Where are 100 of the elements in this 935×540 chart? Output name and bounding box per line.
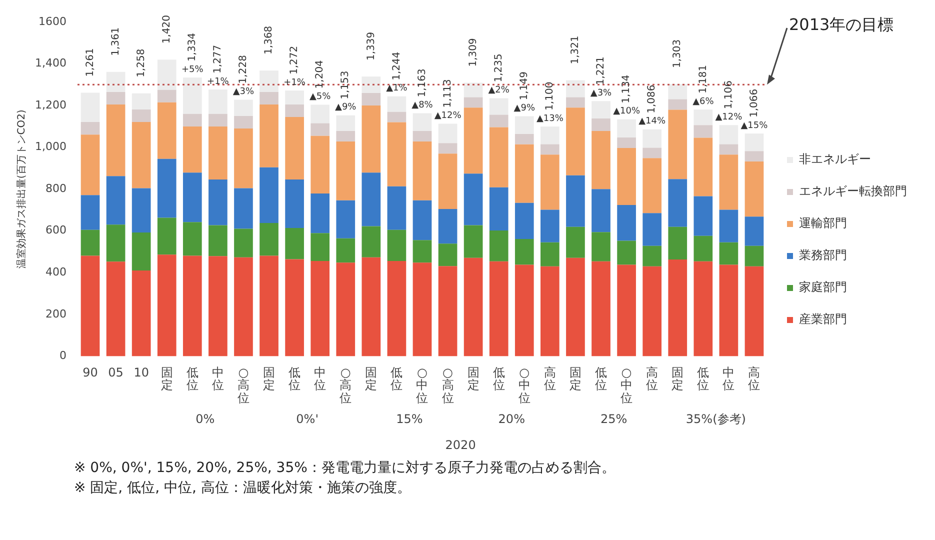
bar xyxy=(208,114,228,126)
bar xyxy=(208,126,228,180)
total-label: 1,258 xyxy=(136,48,147,78)
bar xyxy=(592,118,610,132)
annotation: ▲12% xyxy=(715,112,743,123)
bar xyxy=(106,72,126,92)
bar xyxy=(642,148,662,158)
total-label: 1,277 xyxy=(212,44,224,74)
bar xyxy=(566,226,585,258)
bar xyxy=(438,124,458,144)
legend-label: 運輸部門 xyxy=(799,216,847,230)
bar xyxy=(566,97,585,108)
bar xyxy=(285,259,304,356)
bar xyxy=(438,154,458,209)
y-tick-label: 1,000 xyxy=(34,140,66,154)
bar xyxy=(540,144,560,155)
bar xyxy=(592,189,610,232)
bar xyxy=(744,134,764,152)
text: 0% xyxy=(196,412,215,426)
bar xyxy=(208,225,228,256)
total-label: 1,113 xyxy=(442,79,454,108)
bar xyxy=(157,102,176,159)
bar xyxy=(362,76,381,94)
x-tick-label: 高位 xyxy=(748,366,760,392)
bar xyxy=(744,151,764,162)
bar xyxy=(157,90,176,102)
x-tick-label: 低位 xyxy=(595,366,608,392)
annotation: +5% xyxy=(181,64,204,75)
y-tick-label: 0 xyxy=(59,349,66,362)
total-label: 1,321 xyxy=(570,36,582,64)
bar xyxy=(668,99,688,110)
bar xyxy=(208,89,228,114)
bar xyxy=(412,240,432,263)
annotation: +1% xyxy=(207,76,230,87)
bar xyxy=(362,106,381,173)
bar xyxy=(132,122,151,188)
total-label: 1,339 xyxy=(366,32,377,61)
bar xyxy=(464,82,483,98)
bar xyxy=(540,154,560,210)
x-tick-label: 中位 xyxy=(212,366,224,392)
total-label: 1,100 xyxy=(544,82,556,110)
annotation: ▲12% xyxy=(434,111,462,122)
bar xyxy=(464,108,483,174)
bar xyxy=(617,204,636,241)
bar xyxy=(260,104,278,168)
bar xyxy=(592,261,610,356)
total-label: 1,309 xyxy=(468,38,479,67)
x-tick-label: 低位 xyxy=(492,366,505,392)
bar xyxy=(642,266,662,356)
bar xyxy=(310,260,330,356)
bar xyxy=(387,96,406,112)
total-label: 1,361 xyxy=(110,27,122,56)
x-tick-label: 05 xyxy=(108,366,124,380)
x-tick-label: 中位 xyxy=(722,366,735,392)
bar xyxy=(362,172,381,226)
bar xyxy=(106,176,126,225)
bar xyxy=(310,136,330,194)
bar xyxy=(489,98,508,115)
bar xyxy=(260,167,278,223)
x-tick-label: 10 xyxy=(134,366,149,380)
bar xyxy=(540,266,560,356)
bar xyxy=(362,257,381,356)
y-tick-label: 200 xyxy=(45,307,66,320)
bar xyxy=(336,200,356,238)
total-label: 1,334 xyxy=(187,32,198,62)
bar xyxy=(234,128,253,188)
bar xyxy=(387,122,406,186)
bar xyxy=(234,228,253,258)
bar xyxy=(106,224,126,262)
bar xyxy=(719,242,738,265)
x-tick-label: 低位 xyxy=(390,366,403,392)
bar xyxy=(694,236,713,262)
bar xyxy=(310,193,330,234)
text: 2020 xyxy=(445,438,476,452)
annotation: ▲2% xyxy=(488,86,510,96)
bar xyxy=(336,262,356,356)
x-tick-label: 高位 xyxy=(646,366,658,392)
bar xyxy=(132,188,151,233)
bar xyxy=(285,90,304,105)
bar xyxy=(387,230,406,261)
total-label: 1,228 xyxy=(238,55,250,84)
bar xyxy=(285,179,304,228)
bar xyxy=(464,174,483,226)
bar xyxy=(412,131,432,142)
y-axis-title: 温室効果ガス排出量(百万トンCO2) xyxy=(16,110,28,269)
bar xyxy=(668,259,688,356)
bar xyxy=(362,93,381,106)
text: ※ 0%, 0%', 15%, 20%, 25%, 35%：発電電力量に対する原子力発電の占める割合。 xyxy=(74,459,616,478)
bar xyxy=(617,138,636,148)
x-tick-label: 固定 xyxy=(569,366,582,392)
bar xyxy=(514,116,534,134)
bar xyxy=(362,226,381,258)
bar xyxy=(80,92,100,122)
bar xyxy=(234,257,253,356)
bar xyxy=(694,261,713,356)
bar xyxy=(566,258,585,356)
bar xyxy=(489,114,508,128)
ref-line-label: 2013年の目標 xyxy=(789,15,894,34)
x-tick-label: 低位 xyxy=(697,366,710,392)
bar xyxy=(132,270,151,356)
